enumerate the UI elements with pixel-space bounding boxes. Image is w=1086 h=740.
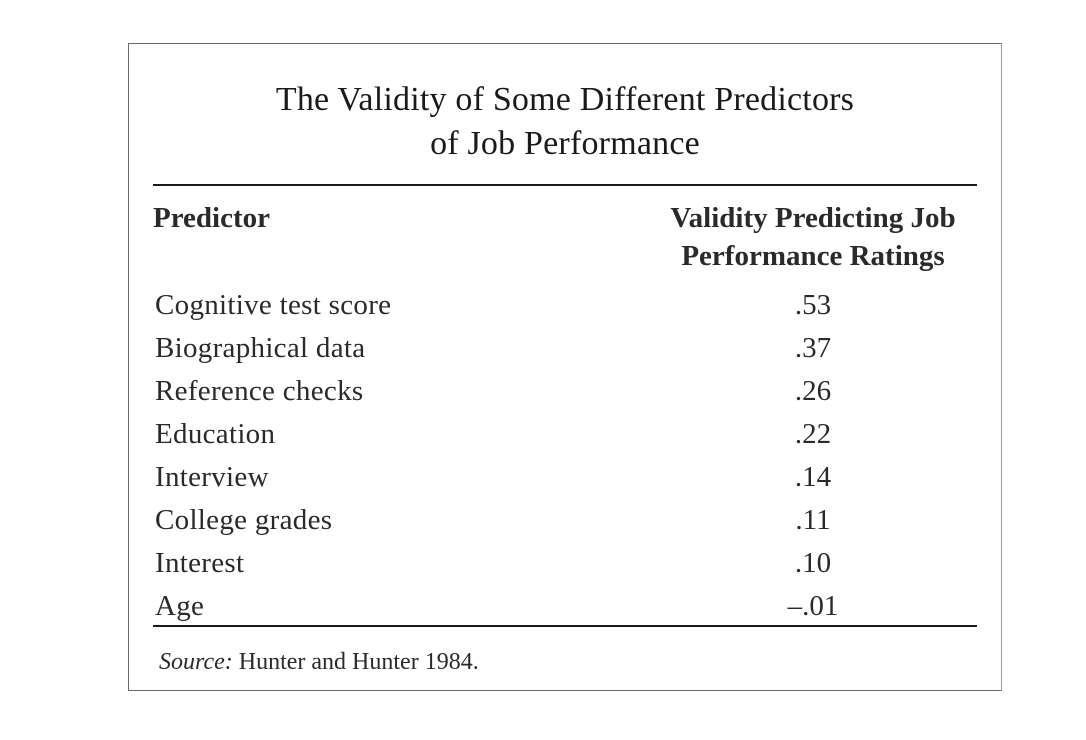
validity-cell: .53 (794, 289, 832, 321)
predictor-cell: Education (155, 418, 276, 450)
table-row: Interview .14 (153, 456, 977, 499)
table-frame: The Validity of Some Different Predictor… (128, 43, 1002, 691)
validity-cell: .37 (794, 332, 832, 364)
table-row: College grades .11 (153, 499, 977, 542)
table-row: Cognitive test score .53 (153, 284, 977, 327)
validity-cell: –.01 (787, 590, 839, 622)
validity-cell: .26 (794, 375, 832, 407)
table-row: Education .22 (153, 413, 977, 456)
source-note: Source: Hunter and Hunter 1984. (159, 647, 479, 677)
predictor-cell: Biographical data (155, 332, 366, 364)
predictor-cell: Age (155, 590, 205, 622)
table-title: The Validity of Some Different Predictor… (129, 78, 1001, 166)
column-header-validity-line-1: Validity Predicting Job (670, 202, 956, 234)
column-header-predictor: Predictor (153, 202, 271, 234)
table-title-line-2: of Job Performance (430, 125, 700, 162)
table-title-line-1: The Validity of Some Different Predictor… (275, 81, 855, 118)
column-header-validity-line-2: Performance Ratings (681, 240, 945, 272)
validity-cell: .11 (795, 504, 831, 536)
table-row: Age –.01 (153, 585, 977, 628)
validity-cell: .14 (794, 461, 832, 493)
predictor-cell: Cognitive test score (155, 289, 392, 321)
table-bottom-rule (153, 625, 977, 627)
table-row: Biographical data .37 (153, 327, 977, 370)
validity-cell: .22 (794, 418, 832, 450)
predictor-cell: Reference checks (155, 375, 364, 407)
predictor-cell: College grades (155, 504, 333, 536)
header-top-rule (153, 184, 977, 186)
predictor-cell: Interest (155, 547, 245, 579)
predictor-cell: Interview (155, 461, 269, 493)
table-row: Interest .10 (153, 542, 977, 585)
source-label: Source: (159, 649, 233, 675)
column-header-validity: Validity Predicting Job Performance Rati… (643, 199, 983, 275)
table-row: Reference checks .26 (153, 370, 977, 413)
table-body: Cognitive test score .53 Biographical da… (153, 284, 977, 628)
validity-cell: .10 (794, 547, 832, 579)
source-text: Hunter and Hunter 1984. (238, 649, 479, 675)
